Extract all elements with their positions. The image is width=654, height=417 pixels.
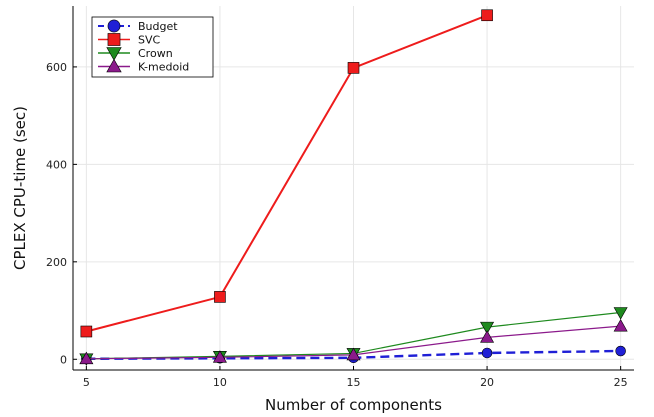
data-point-k-medoid (212, 350, 227, 363)
data-point-k-medoid (79, 351, 94, 365)
series-svc (80, 9, 493, 338)
data-point-budget (615, 345, 626, 357)
data-point-svc (214, 291, 226, 303)
x-tick-label: 25 (614, 376, 628, 389)
legend-marker-k-medoid (106, 58, 122, 73)
series-line-svc (86, 14, 488, 333)
x-tick-label: 10 (213, 376, 227, 389)
legend-label-crown: Crown (138, 47, 173, 60)
legend-label-k-medoid: K-medoid (138, 61, 189, 74)
y-tick-label: 400 (46, 158, 67, 171)
data-point-svc (481, 9, 493, 22)
x-axis-label: Number of components (265, 396, 442, 414)
data-point-k-medoid (480, 330, 495, 343)
x-tick-label: 15 (347, 376, 361, 389)
axes (72, 6, 634, 371)
legend-label-svc: SVC (138, 34, 161, 47)
data-point-crown (613, 307, 628, 320)
series-k-medoid (79, 319, 628, 365)
x-tick-label: 5 (83, 376, 90, 389)
y-tick-label: 0 (60, 353, 67, 366)
x-tick-label: 20 (480, 376, 494, 389)
data-point-svc (80, 325, 93, 338)
data-point-crown (480, 321, 495, 335)
y-axis-label: CPLEX CPU-time (sec) (11, 106, 29, 270)
legend-label-budget: Budget (138, 20, 178, 33)
series-layer (79, 9, 628, 366)
data-point-svc (347, 62, 360, 74)
tick-labels: 5 10 15 20 25 0 200 400 600 (46, 61, 628, 389)
y-tick-label: 600 (46, 61, 67, 74)
legend-marker-svc (107, 33, 121, 46)
data-point-k-medoid (613, 319, 628, 332)
data-point-budget (481, 347, 493, 359)
legend-marker-crown (106, 47, 122, 61)
y-tick-label: 200 (46, 256, 67, 269)
legend-marker-budget (107, 19, 121, 33)
data-point-k-medoid (346, 347, 361, 361)
